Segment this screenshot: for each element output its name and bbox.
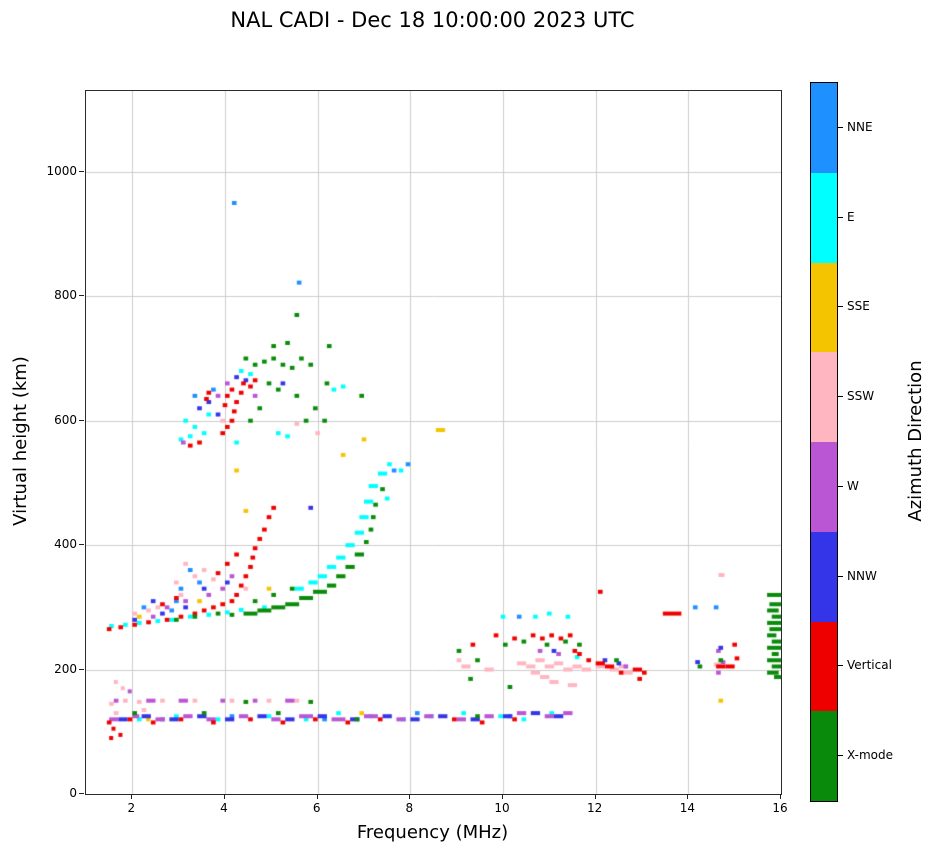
x-tick-mark <box>780 794 781 799</box>
colorbar-tick <box>838 576 843 577</box>
colorbar-segment-vertical <box>811 621 837 712</box>
colorbar-label-ssw: SSW <box>847 389 875 403</box>
colorbar-segment-nne <box>811 83 837 173</box>
colorbar-label-vertical: Vertical <box>847 658 892 672</box>
y-tick-label: 200 <box>54 661 77 676</box>
y-tick-mark <box>79 295 84 297</box>
x-tick-mark <box>131 794 133 799</box>
colorbar-segment-x-mode <box>811 711 837 801</box>
colorbar-label-e: E <box>847 210 855 224</box>
y-tick-label: 0 <box>69 786 77 800</box>
colorbar-tick <box>838 306 843 307</box>
y-tick-label: 800 <box>54 288 77 303</box>
colorbar-segment-nnw <box>811 531 837 622</box>
colorbar-segment-w <box>811 442 837 532</box>
y-axis-label: Virtual height (km) <box>10 356 31 526</box>
colorbar-label-w: W <box>847 479 859 493</box>
x-tick-mark <box>687 794 689 799</box>
y-tick-label: 600 <box>54 412 77 427</box>
x-tick-label: 16 <box>772 801 788 815</box>
y-tick-mark <box>79 419 84 421</box>
x-tick-label: 10 <box>494 801 510 815</box>
colorbar-segment-e <box>811 172 837 263</box>
plot-area <box>85 90 782 795</box>
x-tick-mark <box>409 794 411 799</box>
x-tick-label: 2 <box>127 801 136 815</box>
y-tick-mark <box>79 544 84 546</box>
colorbar-label-nnw: NNW <box>847 569 877 583</box>
x-axis-label: Frequency (MHz) <box>356 822 509 843</box>
colorbar-tick <box>838 396 843 397</box>
colorbar-tick <box>838 127 843 128</box>
colorbar-segment-ssw <box>811 352 837 442</box>
scatter-canvas <box>86 91 781 794</box>
colorbar-tick <box>838 755 843 756</box>
colorbar-axis-label: Azimuth Direction <box>905 360 926 522</box>
colorbar-segment-sse <box>811 262 837 353</box>
x-tick-label: 14 <box>679 801 695 815</box>
colorbar <box>810 82 838 802</box>
x-tick-label: 8 <box>405 801 414 815</box>
y-tick-mark <box>79 170 84 172</box>
colorbar-tick <box>838 217 843 218</box>
colorbar-label-nne: NNE <box>847 120 873 134</box>
x-tick-label: 12 <box>587 801 603 815</box>
x-tick-mark <box>502 794 503 799</box>
x-tick-label: 6 <box>312 801 321 815</box>
x-tick-label: 4 <box>220 801 228 815</box>
colorbar-tick <box>838 665 843 666</box>
x-tick-mark <box>594 794 596 799</box>
y-tick-mark <box>79 793 84 794</box>
colorbar-label-sse: SSE <box>847 299 870 313</box>
y-tick-mark <box>79 668 84 670</box>
chart-title: NAL CADI - Dec 18 10:00:00 2023 UTC <box>230 8 635 32</box>
x-tick-mark <box>316 794 318 799</box>
y-tick-label: 1000 <box>46 163 77 178</box>
y-tick-label: 400 <box>54 537 77 552</box>
colorbar-label-x-mode: X-mode <box>847 748 893 762</box>
x-tick-mark <box>224 794 225 799</box>
colorbar-tick <box>838 486 843 487</box>
